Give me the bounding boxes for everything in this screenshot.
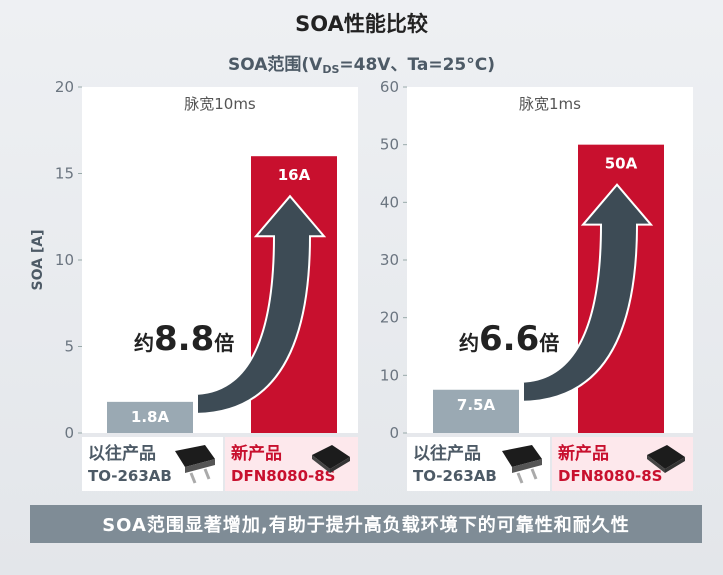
- chip-side: [647, 455, 665, 473]
- bar-value-label: 1.8A: [131, 408, 170, 426]
- to263-package-icon: [175, 445, 215, 484]
- y-tick-label: 15: [55, 165, 74, 183]
- bar-old-product: [107, 401, 193, 433]
- growth-arrow-icon: [522, 183, 654, 403]
- chip-body: [175, 445, 215, 467]
- y-axis-label: SOA [A]: [30, 230, 46, 291]
- to263-package-icon: [502, 445, 542, 484]
- chip-side: [665, 457, 685, 473]
- product-name: 以往产品: [413, 443, 481, 464]
- chip-body: [312, 445, 350, 469]
- panel-title: 脉宽10ms: [184, 95, 256, 113]
- product-name: 以往产品: [88, 443, 156, 464]
- y-tick-label: 50: [380, 136, 399, 154]
- panel-title: 脉宽1ms: [519, 95, 581, 113]
- subtitle-subscript: DS: [322, 63, 340, 76]
- chip-lead: [203, 468, 211, 480]
- product-package: DFN8080-8S: [231, 467, 335, 485]
- y-tick-label: 20: [380, 309, 399, 327]
- chip-lead: [516, 472, 524, 484]
- product-name: 新产品: [231, 443, 282, 464]
- y-tick-label: 0: [389, 424, 399, 442]
- dfn-package-icon: [312, 445, 350, 473]
- y-tick-label: 30: [380, 251, 399, 269]
- multiplier-label: 约8.8倍: [134, 319, 234, 359]
- chip-lead: [189, 472, 197, 484]
- subtitle-main: SOA范围(V: [228, 55, 323, 75]
- y-tick-label: 0: [64, 424, 74, 442]
- y-tick-label: 60: [380, 78, 399, 96]
- multiplier-label: 约6.6倍: [459, 319, 559, 359]
- chip-body: [502, 445, 542, 467]
- dfn-package-icon: [647, 445, 685, 473]
- chip-side: [312, 455, 330, 473]
- product-package: TO-263AB: [413, 467, 497, 485]
- product-package: DFN8080-8S: [558, 467, 662, 485]
- subtitle-rest: =48V、Ta=25°C): [339, 55, 495, 75]
- y-tick-label: 20: [55, 78, 74, 96]
- chart-subtitle: SOA范围(VDS=48V、Ta=25°C): [0, 50, 723, 76]
- product-package: TO-263AB: [88, 467, 172, 485]
- chip-side: [330, 457, 350, 473]
- product-name: 新产品: [558, 443, 609, 464]
- bar-value-label: 16A: [278, 166, 311, 184]
- chip-side: [185, 459, 215, 473]
- y-tick-label: 10: [55, 251, 74, 269]
- bar-value-label: 50A: [605, 155, 638, 173]
- bar-value-label: 7.5A: [457, 396, 496, 414]
- chip-side: [512, 459, 542, 473]
- bar-old-product: [433, 389, 519, 433]
- chip-lead: [530, 468, 538, 480]
- footer-banner: SOA范围显著增加,有助于提升高负载环境下的可靠性和耐久性: [30, 505, 702, 543]
- y-tick-label: 40: [380, 193, 399, 211]
- chip-body: [647, 445, 685, 469]
- y-tick-label: 10: [380, 366, 399, 384]
- page-title: SOA性能比较: [295, 12, 428, 36]
- growth-arrow-icon: [196, 194, 327, 415]
- y-tick-label: 5: [64, 338, 74, 356]
